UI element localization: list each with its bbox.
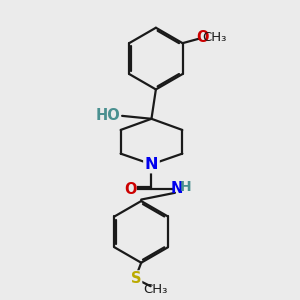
Text: N: N [170,181,183,196]
Text: CH₃: CH₃ [143,283,167,296]
Text: H: H [179,180,191,194]
Text: O: O [124,182,136,197]
Text: O: O [196,30,209,45]
Text: S: S [131,272,141,286]
Text: HO: HO [96,108,121,123]
Text: N: N [145,157,158,172]
Text: CH₃: CH₃ [202,31,226,44]
